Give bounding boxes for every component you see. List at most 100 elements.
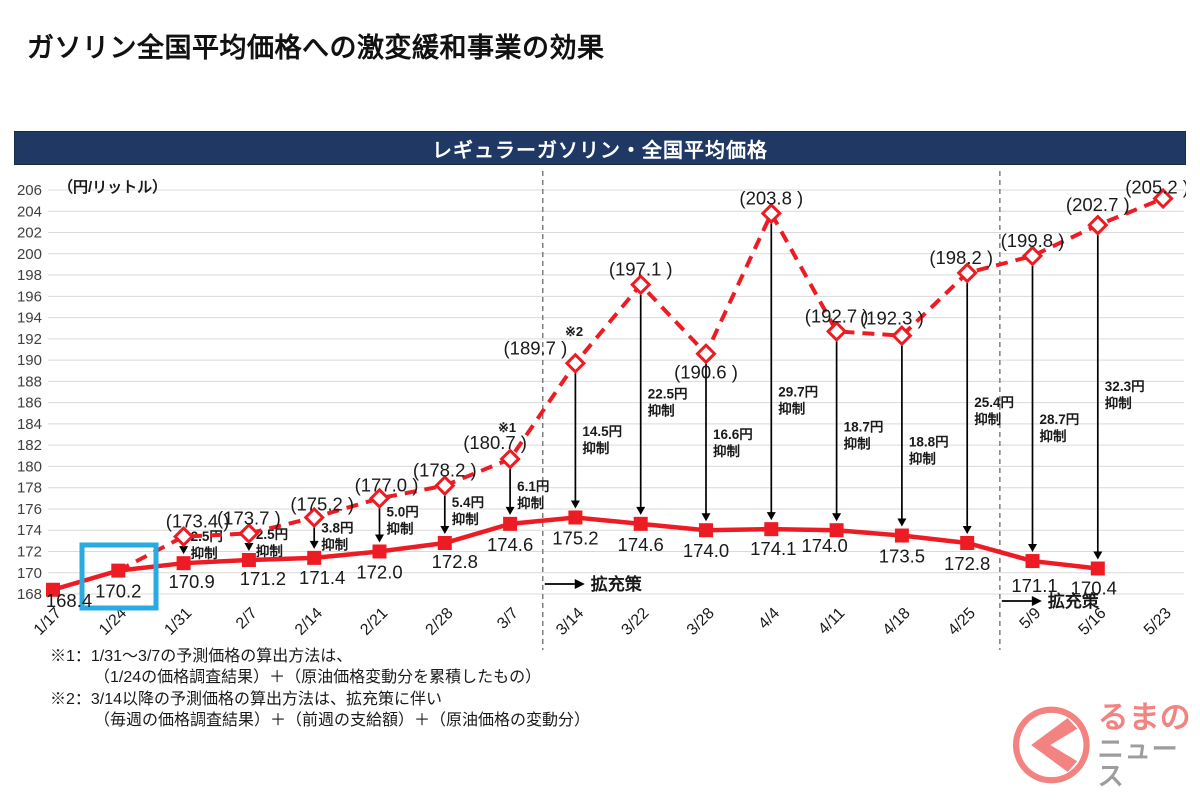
y-tick-label: 192 [17, 331, 42, 348]
actual-value-label: 172.8 [944, 553, 990, 574]
actual-value-label: 172.8 [432, 551, 478, 572]
actual-marker [1090, 561, 1105, 576]
y-tick-label: 204 [17, 203, 42, 220]
suppression-label: 抑制 [974, 411, 1001, 427]
chart-title: レギュラーガソリン・全国平均価格 [432, 139, 768, 162]
actual-marker [176, 556, 191, 571]
actual-marker [764, 522, 779, 537]
y-tick-label: 202 [17, 225, 42, 242]
suppression-label: 18.7円 [844, 420, 884, 435]
y-tick-label: 198 [17, 267, 42, 284]
suppression-arrowhead [897, 518, 907, 527]
page-title: ガソリン全国平均価格への激変緩和事業の効果 [27, 33, 605, 63]
suppression-label: 32.3円 [1105, 379, 1145, 394]
footnote-line: ※2：3/14以降の予測価格の算出方法は、拡充策に伴い [50, 690, 443, 708]
footnote-marker: ※2 [565, 324, 583, 339]
actual-marker [960, 535, 975, 550]
actual-marker [241, 552, 256, 567]
y-tick-label: 176 [17, 501, 42, 518]
suppression-arrowhead [1093, 551, 1103, 560]
predicted-marker [1152, 187, 1174, 210]
predicted-marker [891, 325, 913, 347]
suppression-label: 抑制 [778, 401, 805, 417]
y-axis-unit: （円/リットル） [58, 178, 167, 196]
predicted-marker [630, 274, 652, 296]
x-tick-label: 4/25 [945, 605, 979, 639]
actual-value-label: 173.5 [879, 546, 925, 567]
suppression-arrowhead [962, 525, 972, 534]
suppression-arrowhead [701, 513, 711, 522]
actual-value-label: 174.1 [750, 538, 796, 559]
suppression-label: 抑制 [452, 511, 479, 527]
predicted-value-label: (173.4 ) [166, 511, 230, 532]
footnote-marker: ※1 [498, 420, 516, 435]
predicted-marker [303, 506, 325, 529]
actual-marker [372, 544, 387, 559]
x-tick-label: 2/28 [423, 605, 457, 639]
actual-value-label: 174.0 [801, 535, 847, 556]
y-tick-label: 184 [17, 416, 42, 433]
x-tick-label: 3/28 [684, 605, 718, 639]
predicted-marker [695, 343, 717, 365]
y-tick-label: 168 [17, 586, 42, 603]
actual-value-label: 174.6 [618, 534, 664, 555]
suppression-label: 抑制 [256, 543, 283, 559]
suppression-label: 16.6円 [713, 427, 753, 442]
suppression-label: 抑制 [713, 443, 740, 459]
x-tick-label: 2/7 [233, 605, 261, 633]
actual-value-label: 171.4 [299, 567, 345, 588]
footnote-line: ※1：1/31～3/7の予測価格の算出方法は、 [50, 648, 353, 665]
predicted-value-label: (198.2 ) [929, 247, 993, 268]
suppression-label: 2.5円 [191, 529, 223, 544]
actual-value-label: 170.2 [95, 581, 141, 602]
actual-marker [568, 510, 583, 525]
actual-marker [633, 516, 648, 531]
predicted-value-label: (203.8 ) [739, 187, 803, 208]
x-tick-label: 2/21 [357, 605, 391, 639]
predicted-marker [956, 262, 978, 284]
expansion-arrowhead [574, 579, 585, 589]
predicted-marker [499, 448, 521, 470]
x-tick-label: 3/22 [618, 605, 652, 639]
predicted-value-label: (175.2 ) [290, 493, 354, 514]
predicted-value-label: (197.1 ) [609, 259, 673, 280]
y-tick-label: 174 [17, 522, 42, 539]
actual-value-label: 171.2 [240, 568, 286, 589]
actual-value-label: 172.0 [356, 561, 402, 582]
predicted-marker [825, 320, 848, 343]
suppression-label: 18.8円 [909, 434, 949, 449]
actual-marker [699, 523, 713, 538]
actual-marker [46, 582, 60, 597]
price-chart: 168 170 172 174 176 178 180 182 184 186 188 190 192 1… [17, 171, 1186, 650]
x-tick-label: 3/7 [494, 605, 522, 633]
predicted-value-label: (180.7 ) [463, 432, 527, 453]
expansion-arrowhead [1031, 596, 1042, 606]
y-tick-label: 206 [17, 182, 42, 199]
x-tick-label: 4/11 [815, 605, 848, 638]
footnote-line: （毎週の価格調査結果）＋（前週の支給額）＋（原油価格の変動分） [94, 711, 591, 729]
expansion-policy-label: 拡充策 [591, 574, 643, 594]
actual-marker [307, 550, 322, 565]
logo-text-bottom: ニュース [1097, 733, 1179, 791]
suppression-label: 抑制 [387, 521, 414, 537]
x-tick-label: 3/14 [553, 605, 587, 639]
expansion-policy-label: 拡充策 [1048, 591, 1100, 611]
y-tick-label: 172 [17, 543, 42, 560]
suppression-label: 6.1円 [517, 479, 549, 494]
predicted-marker [368, 487, 391, 509]
suppression-label: 29.7円 [778, 385, 818, 400]
predicted-marker [1087, 214, 1109, 236]
predicted-value-label: (173.7 ) [217, 507, 281, 528]
predicted-value-label: (177.0 ) [355, 474, 419, 495]
actual-value-label: 168.4 [46, 590, 92, 611]
logo-text: るまの ニュース [1098, 700, 1200, 790]
y-tick-label: 182 [17, 437, 42, 454]
suppression-label: 抑制 [844, 436, 871, 452]
suppression-arrowhead [832, 513, 842, 522]
y-tick-label: 200 [17, 246, 42, 263]
predicted-value-label: (192.3 ) [860, 308, 924, 329]
logo-text-top: るまの [1097, 700, 1191, 735]
y-tick-label: 188 [17, 373, 42, 390]
y-tick-label: 180 [17, 458, 42, 475]
y-tick-label: 170 [17, 565, 42, 582]
